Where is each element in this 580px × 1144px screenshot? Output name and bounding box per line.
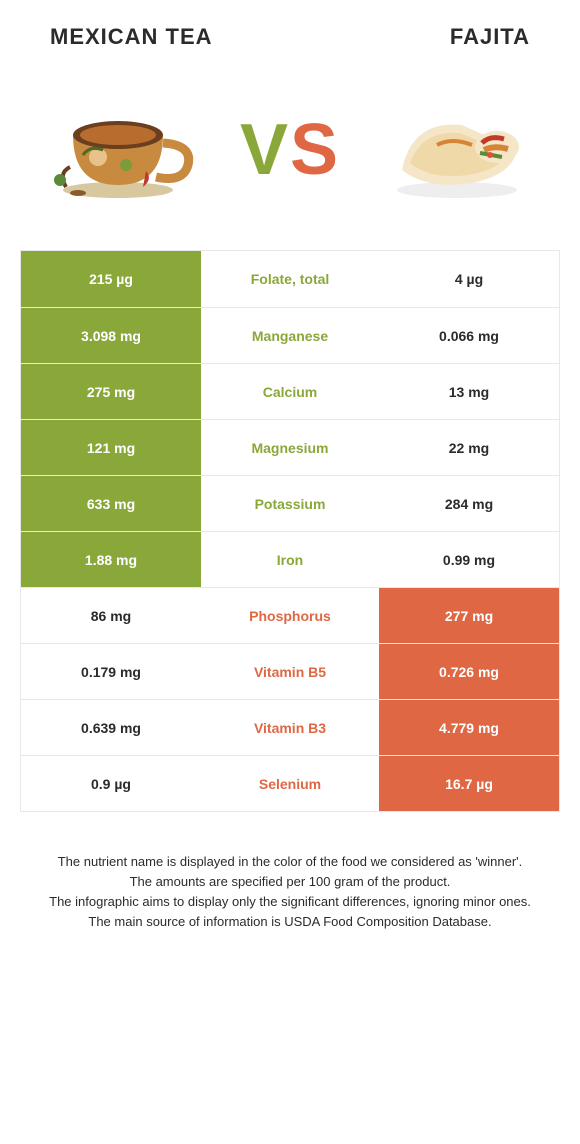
nutrient-name-cell: Phosphorus	[201, 588, 379, 643]
table-row: 275 mgCalcium13 mg	[21, 363, 559, 419]
footnote-line: The infographic aims to display only the…	[20, 892, 560, 912]
nutrient-table: 215 µgFolate, total4 µg3.098 mgManganese…	[20, 250, 560, 812]
right-value-cell: 22 mg	[379, 420, 559, 475]
right-food-image	[377, 90, 537, 210]
nutrient-name-cell: Calcium	[201, 364, 379, 419]
right-value-cell: 4 µg	[379, 251, 559, 307]
left-value-cell: 1.88 mg	[21, 532, 201, 587]
table-row: 3.098 mgManganese0.066 mg	[21, 307, 559, 363]
right-value-cell: 13 mg	[379, 364, 559, 419]
nutrient-name-cell: Iron	[201, 532, 379, 587]
table-row: 0.9 µgSelenium16.7 µg	[21, 755, 559, 811]
footnote-line: The main source of information is USDA F…	[20, 912, 560, 932]
left-value-cell: 121 mg	[21, 420, 201, 475]
footnote-line: The nutrient name is displayed in the co…	[20, 852, 560, 872]
left-food-title: Mexican Tea	[50, 24, 213, 50]
right-value-cell: 0.066 mg	[379, 308, 559, 363]
left-value-cell: 3.098 mg	[21, 308, 201, 363]
left-value-cell: 86 mg	[21, 588, 201, 643]
vs-v: V	[240, 110, 290, 190]
nutrient-name-cell: Manganese	[201, 308, 379, 363]
right-food-title: Fajita	[450, 24, 530, 50]
left-value-cell: 0.9 µg	[21, 756, 201, 811]
right-value-cell: 0.726 mg	[379, 644, 559, 699]
table-row: 215 µgFolate, total4 µg	[21, 251, 559, 307]
left-value-cell: 0.639 mg	[21, 700, 201, 755]
right-value-cell: 0.99 mg	[379, 532, 559, 587]
table-row: 1.88 mgIron0.99 mg	[21, 531, 559, 587]
left-value-cell: 275 mg	[21, 364, 201, 419]
nutrient-name-cell: Folate, total	[201, 251, 379, 307]
tea-cup-icon	[48, 95, 198, 205]
nutrient-name-cell: Vitamin B3	[201, 700, 379, 755]
fajita-wrap-icon	[382, 95, 532, 205]
table-row: 0.639 mgVitamin B34.779 mg	[21, 699, 559, 755]
table-row: 0.179 mgVitamin B50.726 mg	[21, 643, 559, 699]
vs-s: S	[290, 110, 340, 190]
table-row: 121 mgMagnesium22 mg	[21, 419, 559, 475]
left-value-cell: 215 µg	[21, 251, 201, 307]
header-row: Mexican Tea Fajita	[0, 0, 580, 60]
footnote-block: The nutrient name is displayed in the co…	[20, 852, 560, 933]
right-value-cell: 4.779 mg	[379, 700, 559, 755]
footnote-line: The amounts are specified per 100 gram o…	[20, 872, 560, 892]
right-value-cell: 16.7 µg	[379, 756, 559, 811]
right-value-cell: 284 mg	[379, 476, 559, 531]
nutrient-name-cell: Potassium	[201, 476, 379, 531]
left-value-cell: 633 mg	[21, 476, 201, 531]
vs-label: VS	[240, 109, 340, 191]
left-value-cell: 0.179 mg	[21, 644, 201, 699]
hero-row: VS	[0, 60, 580, 250]
nutrient-name-cell: Magnesium	[201, 420, 379, 475]
table-row: 633 mgPotassium284 mg	[21, 475, 559, 531]
table-row: 86 mgPhosphorus277 mg	[21, 587, 559, 643]
nutrient-name-cell: Vitamin B5	[201, 644, 379, 699]
right-value-cell: 277 mg	[379, 588, 559, 643]
left-food-image	[43, 90, 203, 210]
nutrient-name-cell: Selenium	[201, 756, 379, 811]
